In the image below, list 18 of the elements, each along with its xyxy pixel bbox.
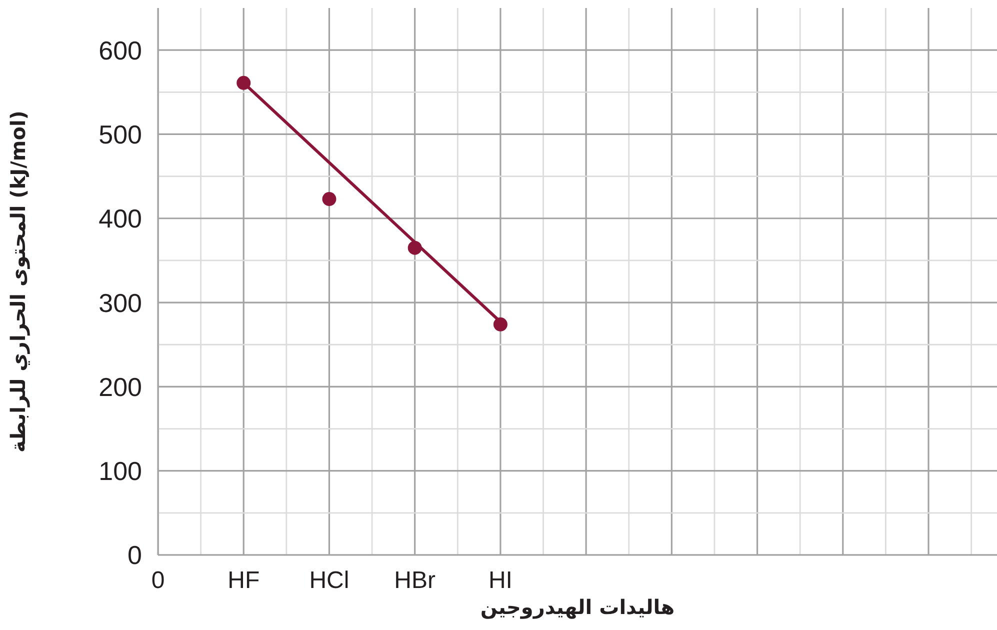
y-tick-label: 400	[98, 204, 142, 234]
point	[236, 76, 251, 90]
x-tick-label: HI	[488, 567, 512, 594]
y-tick-label: 300	[98, 288, 142, 318]
x-tick-label: HCl	[309, 567, 350, 594]
y-tick-label: 0	[128, 540, 142, 570]
y-tick-label: 500	[98, 119, 142, 150]
y-tick-label: 200	[98, 372, 142, 402]
x-tick-label: HBr	[394, 567, 436, 594]
point	[493, 317, 508, 332]
y-tick-label: 100	[98, 456, 142, 486]
y-tick-label: 600	[98, 35, 142, 66]
x-axis-title: هاليدات الهيدروجين	[480, 595, 675, 619]
y-axis-title: المحتوى الحراري للرابطة (kJ/mol)	[6, 110, 30, 452]
x-tick-label: 0	[151, 567, 165, 594]
point	[322, 192, 336, 206]
point	[408, 240, 422, 255]
x-tick-label: HF	[228, 567, 260, 594]
